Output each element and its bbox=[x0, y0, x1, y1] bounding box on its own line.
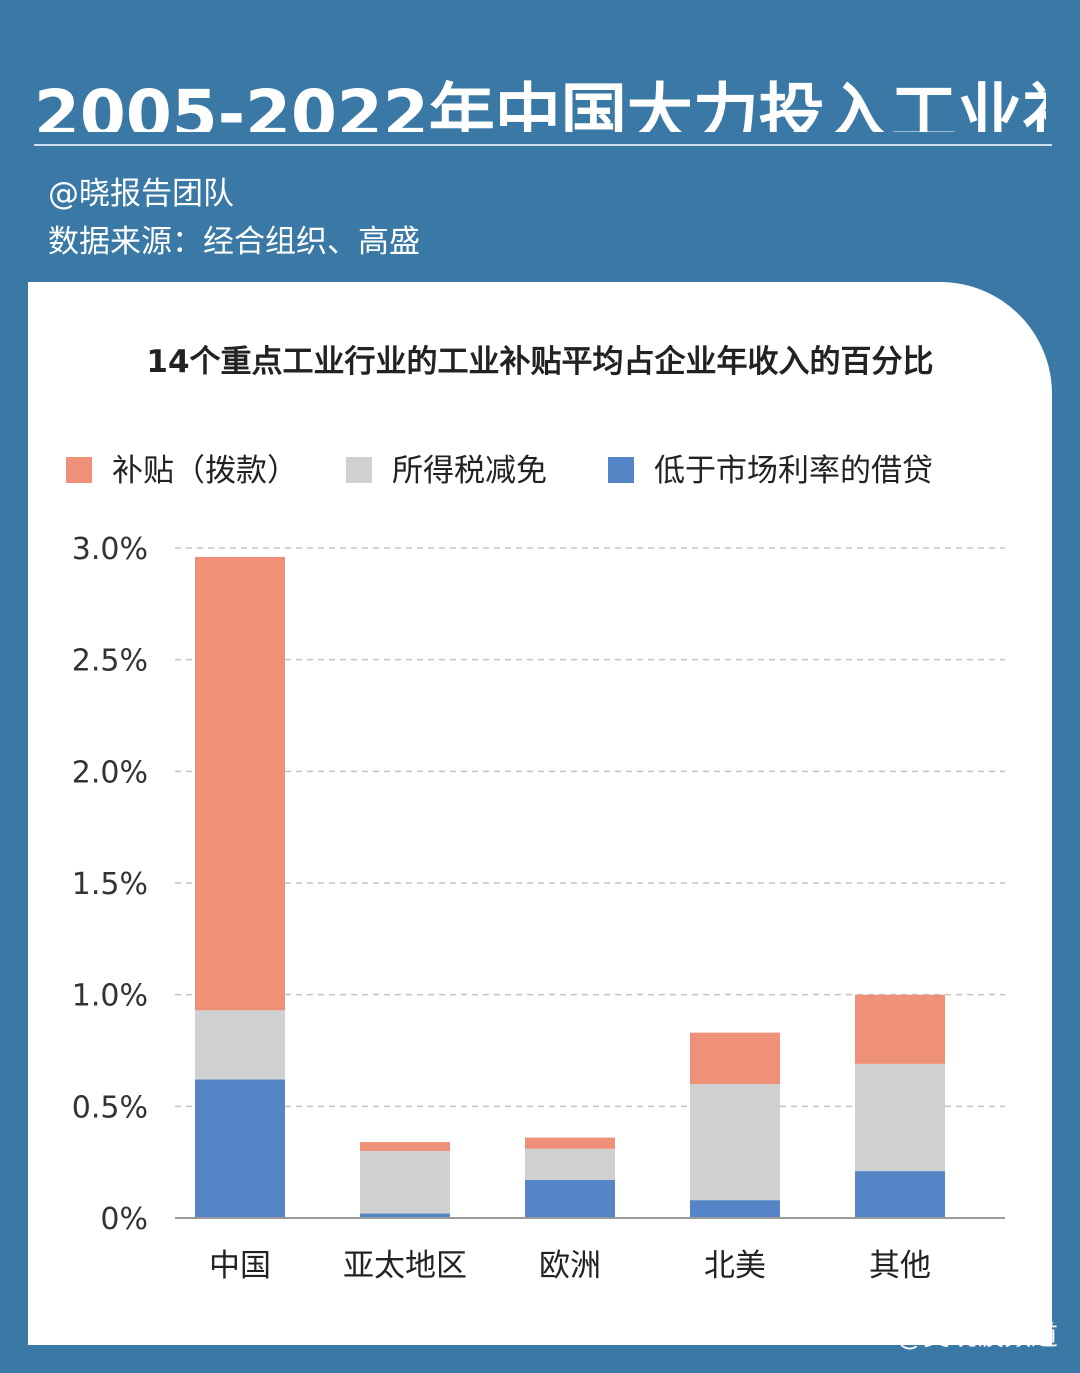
x-tick-label: 中国 bbox=[209, 1248, 271, 1284]
y-tick-label: 0% bbox=[100, 1202, 148, 1237]
bar-segment bbox=[360, 1151, 450, 1214]
author-credit: @晓报告团队 bbox=[48, 176, 234, 212]
y-tick-label: 2.5% bbox=[72, 644, 148, 679]
y-axis-ticks: 0% 0.5% 1.0% 1.5% 2.0% 2.5% 3.0% bbox=[72, 532, 148, 1237]
bar-segment bbox=[855, 1063, 945, 1172]
bar-segment bbox=[690, 1084, 780, 1201]
y-tick-label: 0.5% bbox=[72, 1090, 148, 1125]
data-source: 数据来源：经合组织、高盛 bbox=[48, 224, 420, 260]
chart-title: 14个重点工业行业的工业补贴平均占企业年收入的百分比 bbox=[146, 344, 933, 380]
bar-segment bbox=[195, 556, 285, 1011]
bar-segment bbox=[195, 1010, 285, 1080]
legend-swatch bbox=[66, 457, 92, 483]
watermark: @吴晓波频道 bbox=[896, 1321, 1058, 1352]
x-tick-label: 其他 bbox=[869, 1248, 931, 1284]
bar-segment bbox=[360, 1142, 450, 1151]
chart-legend: 补贴（拨款） 所得税减免 低于市场利率的借贷 bbox=[66, 453, 933, 489]
bar-segment bbox=[525, 1148, 615, 1181]
legend-label: 补贴（拨款） bbox=[112, 453, 298, 489]
bar-segment bbox=[525, 1137, 615, 1149]
legend-swatch bbox=[346, 457, 372, 483]
bar-segment bbox=[525, 1180, 615, 1218]
bar-segment bbox=[855, 994, 945, 1064]
legend-label: 低于市场利率的借贷 bbox=[654, 453, 933, 489]
bar-segment bbox=[690, 1032, 780, 1084]
x-axis-labels: 中国 亚太地区 欧洲 北美 其他 bbox=[209, 1248, 931, 1284]
y-tick-label: 2.0% bbox=[72, 755, 148, 790]
y-tick-label: 1.5% bbox=[72, 867, 148, 902]
y-tick-label: 3.0% bbox=[72, 532, 148, 567]
legend-swatch bbox=[608, 457, 634, 483]
y-tick-label: 1.0% bbox=[72, 979, 148, 1014]
bar-segment bbox=[195, 1079, 285, 1218]
bar-segment bbox=[360, 1213, 450, 1218]
x-tick-label: 亚太地区 bbox=[343, 1248, 467, 1284]
header-divider bbox=[34, 144, 1052, 146]
legend-label: 所得税减免 bbox=[392, 453, 547, 489]
page-title: 2005-2022年中国大力投入工业补贴 bbox=[34, 76, 1046, 132]
x-tick-label: 北美 bbox=[704, 1248, 766, 1284]
bar-segment bbox=[855, 1171, 945, 1218]
bars bbox=[195, 556, 945, 1218]
x-tick-label: 欧洲 bbox=[539, 1248, 601, 1284]
bar-segment bbox=[690, 1200, 780, 1218]
